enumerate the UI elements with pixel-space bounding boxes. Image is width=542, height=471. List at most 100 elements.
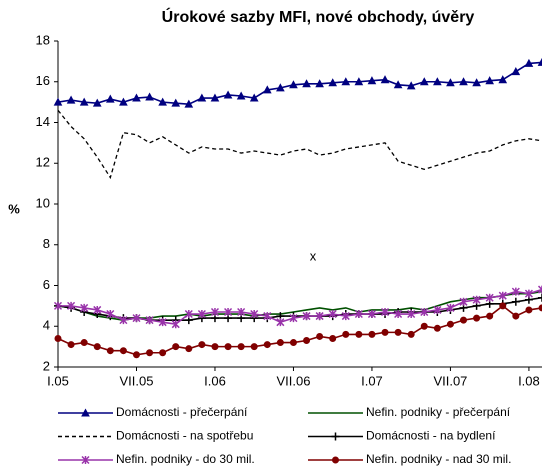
marker <box>132 351 140 359</box>
marker <box>223 90 233 99</box>
marker <box>53 97 63 106</box>
marker <box>446 303 455 312</box>
marker <box>524 58 534 67</box>
marker <box>316 332 324 340</box>
marker <box>354 309 363 319</box>
marker <box>145 316 154 325</box>
marker <box>172 343 180 351</box>
y-tick-label: 6 <box>43 277 50 292</box>
marker <box>236 91 246 100</box>
marker <box>185 345 193 353</box>
marker <box>93 343 101 351</box>
marker <box>224 343 232 351</box>
marker <box>328 309 337 319</box>
marker <box>302 312 311 321</box>
marker <box>210 307 220 317</box>
marker <box>67 301 76 310</box>
marker <box>289 339 297 347</box>
y-tick-label: 18 <box>36 32 50 47</box>
y-axis-label: % <box>8 201 20 216</box>
marker <box>106 347 114 355</box>
marker <box>262 85 272 94</box>
marker <box>211 343 219 351</box>
marker <box>380 75 390 84</box>
marker <box>459 77 468 86</box>
marker <box>80 303 89 312</box>
marker <box>331 432 340 441</box>
marker <box>511 67 521 76</box>
marker <box>159 349 167 357</box>
legend-label: Nefin. podniky - do 30 mil. <box>116 452 255 466</box>
marker <box>93 305 102 314</box>
marker <box>367 309 376 319</box>
marker <box>472 78 481 87</box>
marker <box>446 78 455 87</box>
marker <box>446 320 454 328</box>
marker <box>237 343 245 351</box>
legend-label: Domácnosti - na spotřebu <box>116 429 253 443</box>
marker <box>433 324 441 332</box>
marker <box>499 302 507 310</box>
chart-title: Úrokové sazby MFI, nové obchody, úvěry <box>162 7 475 26</box>
legend-label: Nefin. podniky - nad 30 mil. <box>366 452 511 466</box>
marker <box>184 309 193 319</box>
marker <box>53 301 63 310</box>
marker <box>210 93 220 102</box>
marker <box>420 307 429 317</box>
marker <box>237 307 246 317</box>
y-tick-label: 4 <box>43 318 50 333</box>
marker <box>407 309 416 319</box>
y-tick-label: 16 <box>36 73 50 88</box>
marker <box>146 349 154 357</box>
y-tick-label: 10 <box>36 195 50 210</box>
marker <box>276 83 285 92</box>
marker <box>367 76 377 85</box>
marker <box>380 307 390 317</box>
series-line <box>57 304 542 356</box>
annotation: x <box>310 248 317 263</box>
marker <box>419 77 429 86</box>
marker <box>407 330 415 338</box>
y-tick-label: 8 <box>43 236 50 251</box>
marker <box>485 293 494 302</box>
marker <box>303 337 311 345</box>
marker <box>342 330 350 338</box>
y-tick-label: 12 <box>36 155 50 170</box>
marker <box>119 97 128 106</box>
marker <box>393 80 403 89</box>
marker <box>354 77 364 86</box>
marker <box>368 330 376 338</box>
marker <box>54 334 62 342</box>
marker <box>524 289 533 298</box>
marker <box>119 347 127 355</box>
marker <box>289 314 298 323</box>
marker <box>250 309 259 319</box>
marker <box>472 295 481 304</box>
marker <box>171 320 180 329</box>
marker <box>433 305 442 314</box>
marker <box>315 312 324 321</box>
x-tick-label: I.07 <box>361 373 383 388</box>
x-tick-label: I.05 <box>47 373 69 388</box>
series-line <box>57 61 542 105</box>
y-tick-label: 2 <box>43 358 50 373</box>
marker <box>119 316 128 325</box>
legend-label: Domácnosti - na bydlení <box>366 429 496 443</box>
marker <box>158 318 167 327</box>
marker <box>485 76 495 85</box>
marker <box>105 94 115 103</box>
x-tick-label: I.08 <box>518 373 540 388</box>
legend-label: Nefin. podniky - přečerpání <box>366 405 511 419</box>
marker <box>250 343 258 351</box>
marker <box>498 291 507 300</box>
marker <box>511 297 520 306</box>
marker <box>184 99 194 108</box>
marker <box>341 77 351 86</box>
marker <box>263 341 271 349</box>
marker <box>525 306 533 314</box>
marker <box>79 97 89 106</box>
marker <box>329 334 337 342</box>
marker <box>158 97 167 106</box>
marker <box>106 309 115 319</box>
